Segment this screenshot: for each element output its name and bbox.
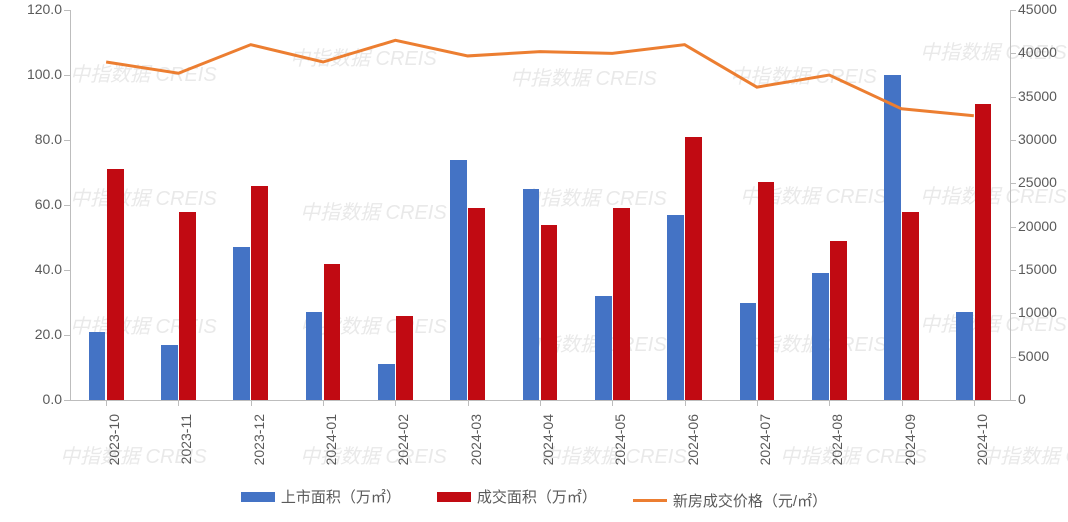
legend-swatch [633, 499, 667, 502]
legend-item-listed_area: 上市面积（万㎡） [241, 486, 401, 507]
chart-root: 中指数据 CREIS中指数据 CREIS中指数据 CREIS中指数据 CREIS… [0, 0, 1068, 522]
legend-item-traded_area: 成交面积（万㎡） [437, 486, 597, 507]
legend-swatch [437, 492, 471, 502]
line-layer [0, 0, 1068, 522]
line-price [106, 40, 974, 115]
legend-label: 新房成交价格（元/㎡） [673, 490, 827, 511]
legend-label: 成交面积（万㎡） [477, 486, 597, 507]
legend-swatch [241, 492, 275, 502]
legend-item-price: 新房成交价格（元/㎡） [633, 490, 827, 511]
legend-label: 上市面积（万㎡） [281, 486, 401, 507]
legend: 上市面积（万㎡） 成交面积（万㎡） 新房成交价格（元/㎡） [0, 486, 1068, 511]
